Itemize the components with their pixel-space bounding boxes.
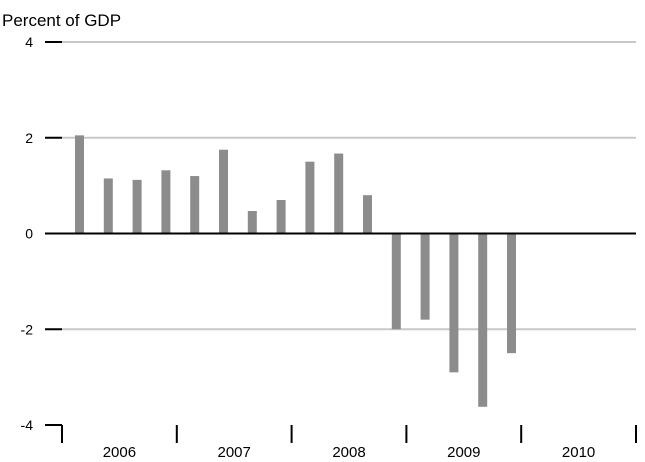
bar (161, 170, 171, 234)
bar (190, 176, 200, 234)
bar (219, 149, 228, 234)
bar (247, 210, 257, 234)
bar (276, 199, 286, 234)
y-tick-label: -2 (21, 321, 34, 337)
bar (103, 178, 113, 234)
y-axis-label: Percent of GDP (2, 11, 121, 30)
bar (363, 195, 372, 234)
y-tick-label: 2 (25, 130, 33, 146)
bar (334, 153, 344, 234)
bar (305, 161, 315, 234)
y-axis-ticks: 4 2 0 -2 -4 (21, 34, 62, 433)
bar (420, 233, 430, 320)
bar (391, 233, 401, 330)
x-tick-label: 2007 (218, 444, 251, 461)
bar (478, 233, 488, 407)
y-tick-label: 4 (25, 34, 33, 50)
bar (449, 233, 459, 373)
bar (507, 233, 516, 354)
x-tick-label: 2009 (447, 444, 480, 461)
x-tick-label: 2006 (103, 444, 136, 461)
grid-lines (62, 41, 636, 331)
x-tick-label: 2010 (562, 444, 595, 461)
bars (75, 135, 516, 407)
y-tick-label: 0 (25, 226, 33, 242)
bar (75, 135, 84, 234)
x-axis: 2006 2007 2008 2009 2010 (61, 425, 637, 461)
bar (132, 179, 142, 234)
y-tick-label: -4 (21, 417, 34, 433)
x-tick-label: 2008 (332, 444, 365, 461)
